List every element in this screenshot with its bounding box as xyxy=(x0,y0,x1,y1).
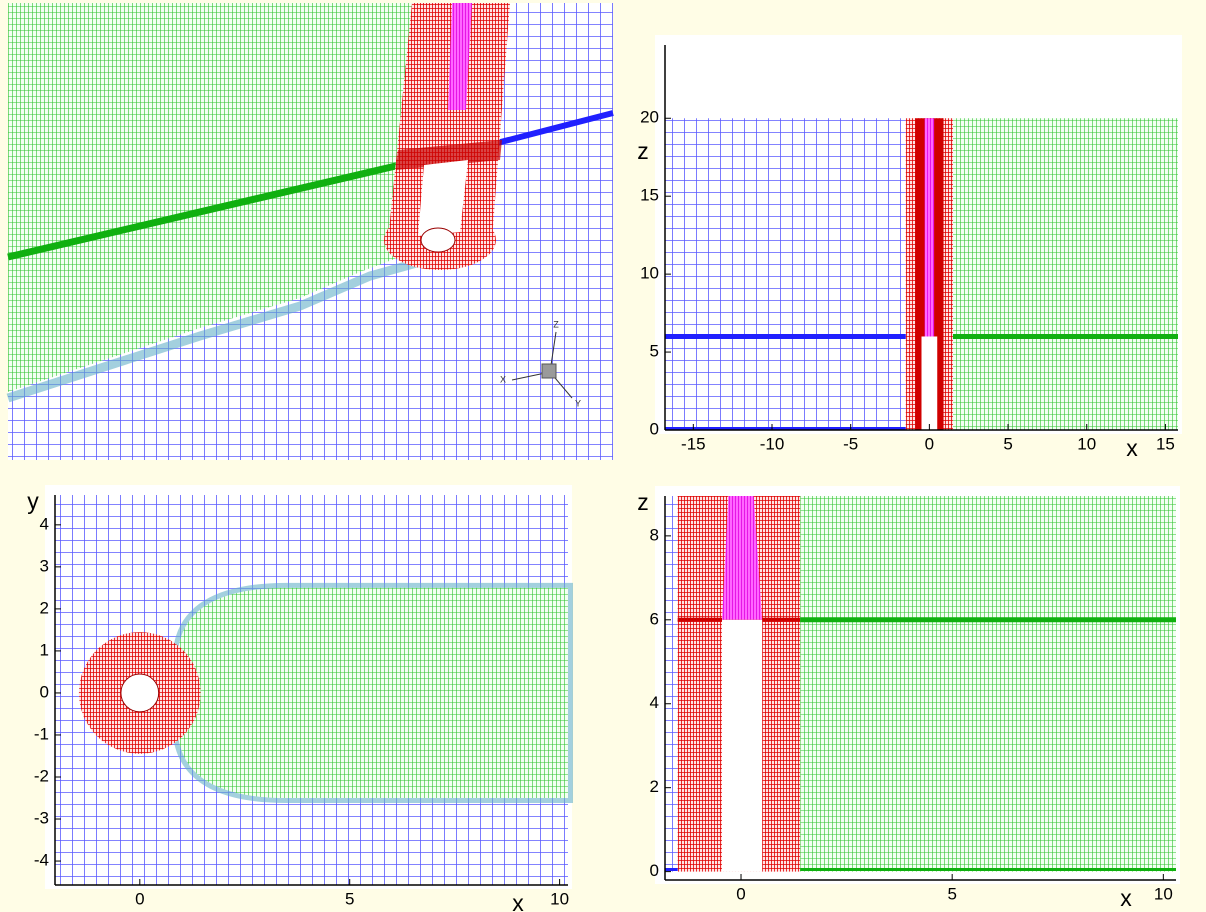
x-tick-label: 0 xyxy=(135,889,144,908)
mesh-green xyxy=(8,3,420,392)
y-tick-label: 4 xyxy=(650,693,659,712)
triad-label: Y xyxy=(575,398,581,408)
cylinder-band xyxy=(396,140,502,170)
x-tick-label: -15 xyxy=(681,434,706,453)
perspective-view xyxy=(6,3,614,460)
y-tick-label: 0 xyxy=(650,861,659,880)
cylinder xyxy=(388,3,510,240)
panel: 0 5 10 -4 -3 -2 -1 0 1 2 3 4 x y xyxy=(27,485,573,912)
y-tick-label: 3 xyxy=(40,556,49,575)
panel: -15 -10 -5 0 5 10 15 0 5 10 15 20 x z xyxy=(637,35,1182,461)
y-tick-label: 8 xyxy=(650,525,659,544)
triad-box xyxy=(541,363,557,379)
panel: 0 5 10 0 2 4 6 8 x z xyxy=(637,486,1180,911)
x-tick-label: 10 xyxy=(550,889,569,908)
y-tick-label: 15 xyxy=(640,186,659,205)
x-tick-label: -5 xyxy=(843,434,858,453)
triad-label: Z xyxy=(553,319,559,329)
y-tick-label: 2 xyxy=(40,598,49,617)
x-tick-label: 5 xyxy=(345,889,354,908)
x-tick-label: 0 xyxy=(736,884,745,903)
inner-core xyxy=(722,496,763,620)
green-band xyxy=(7,161,401,261)
y-tick-label: 4 xyxy=(40,514,49,533)
mesh-green xyxy=(177,587,569,799)
y-tick-label: 2 xyxy=(650,777,659,796)
x-axis-label: x xyxy=(1126,435,1138,461)
mesh-blue xyxy=(665,118,906,431)
y-tick-label: 0 xyxy=(650,419,659,438)
y-tick-label: 6 xyxy=(650,609,659,628)
x-tick-label: 15 xyxy=(1156,434,1175,453)
x-tick-label: 10 xyxy=(1077,434,1096,453)
x-tick-label: -10 xyxy=(760,434,785,453)
cylinder-gap xyxy=(418,160,468,236)
inner-core xyxy=(924,118,935,337)
inner-core xyxy=(448,3,472,110)
mesh-edge xyxy=(6,257,422,403)
triad-label: X xyxy=(500,374,506,384)
x-axis-label: x xyxy=(1120,885,1132,911)
hole xyxy=(420,227,456,253)
y-tick-label: -3 xyxy=(34,809,49,828)
x-axis-label: x xyxy=(512,890,524,912)
y-tick-label: 0 xyxy=(40,682,49,701)
hole xyxy=(120,673,160,713)
y-axis-label: z xyxy=(637,138,649,164)
cylinder-gap xyxy=(722,619,763,872)
y-tick-label: 20 xyxy=(640,108,659,127)
cylinder-gap xyxy=(921,336,938,430)
x-tick-label: 5 xyxy=(1003,434,1012,453)
x-tick-label: 0 xyxy=(925,434,934,453)
x-tick-label: 10 xyxy=(1154,884,1173,903)
x-tick-label: 5 xyxy=(947,884,956,903)
mesh-blue xyxy=(665,496,678,872)
y-axis-label: y xyxy=(27,488,39,514)
y-tick-label: -2 xyxy=(34,766,49,785)
y-tick-label: -4 xyxy=(34,851,49,870)
y-tick-label: 1 xyxy=(40,640,49,659)
y-tick-label: 10 xyxy=(640,264,659,283)
mesh-green xyxy=(800,496,1176,872)
mesh-green xyxy=(952,118,1178,431)
y-tick-label: -1 xyxy=(34,724,49,743)
y-tick-label: 5 xyxy=(650,342,659,361)
y-axis-label: z xyxy=(637,489,649,515)
axis-triad xyxy=(511,331,573,399)
